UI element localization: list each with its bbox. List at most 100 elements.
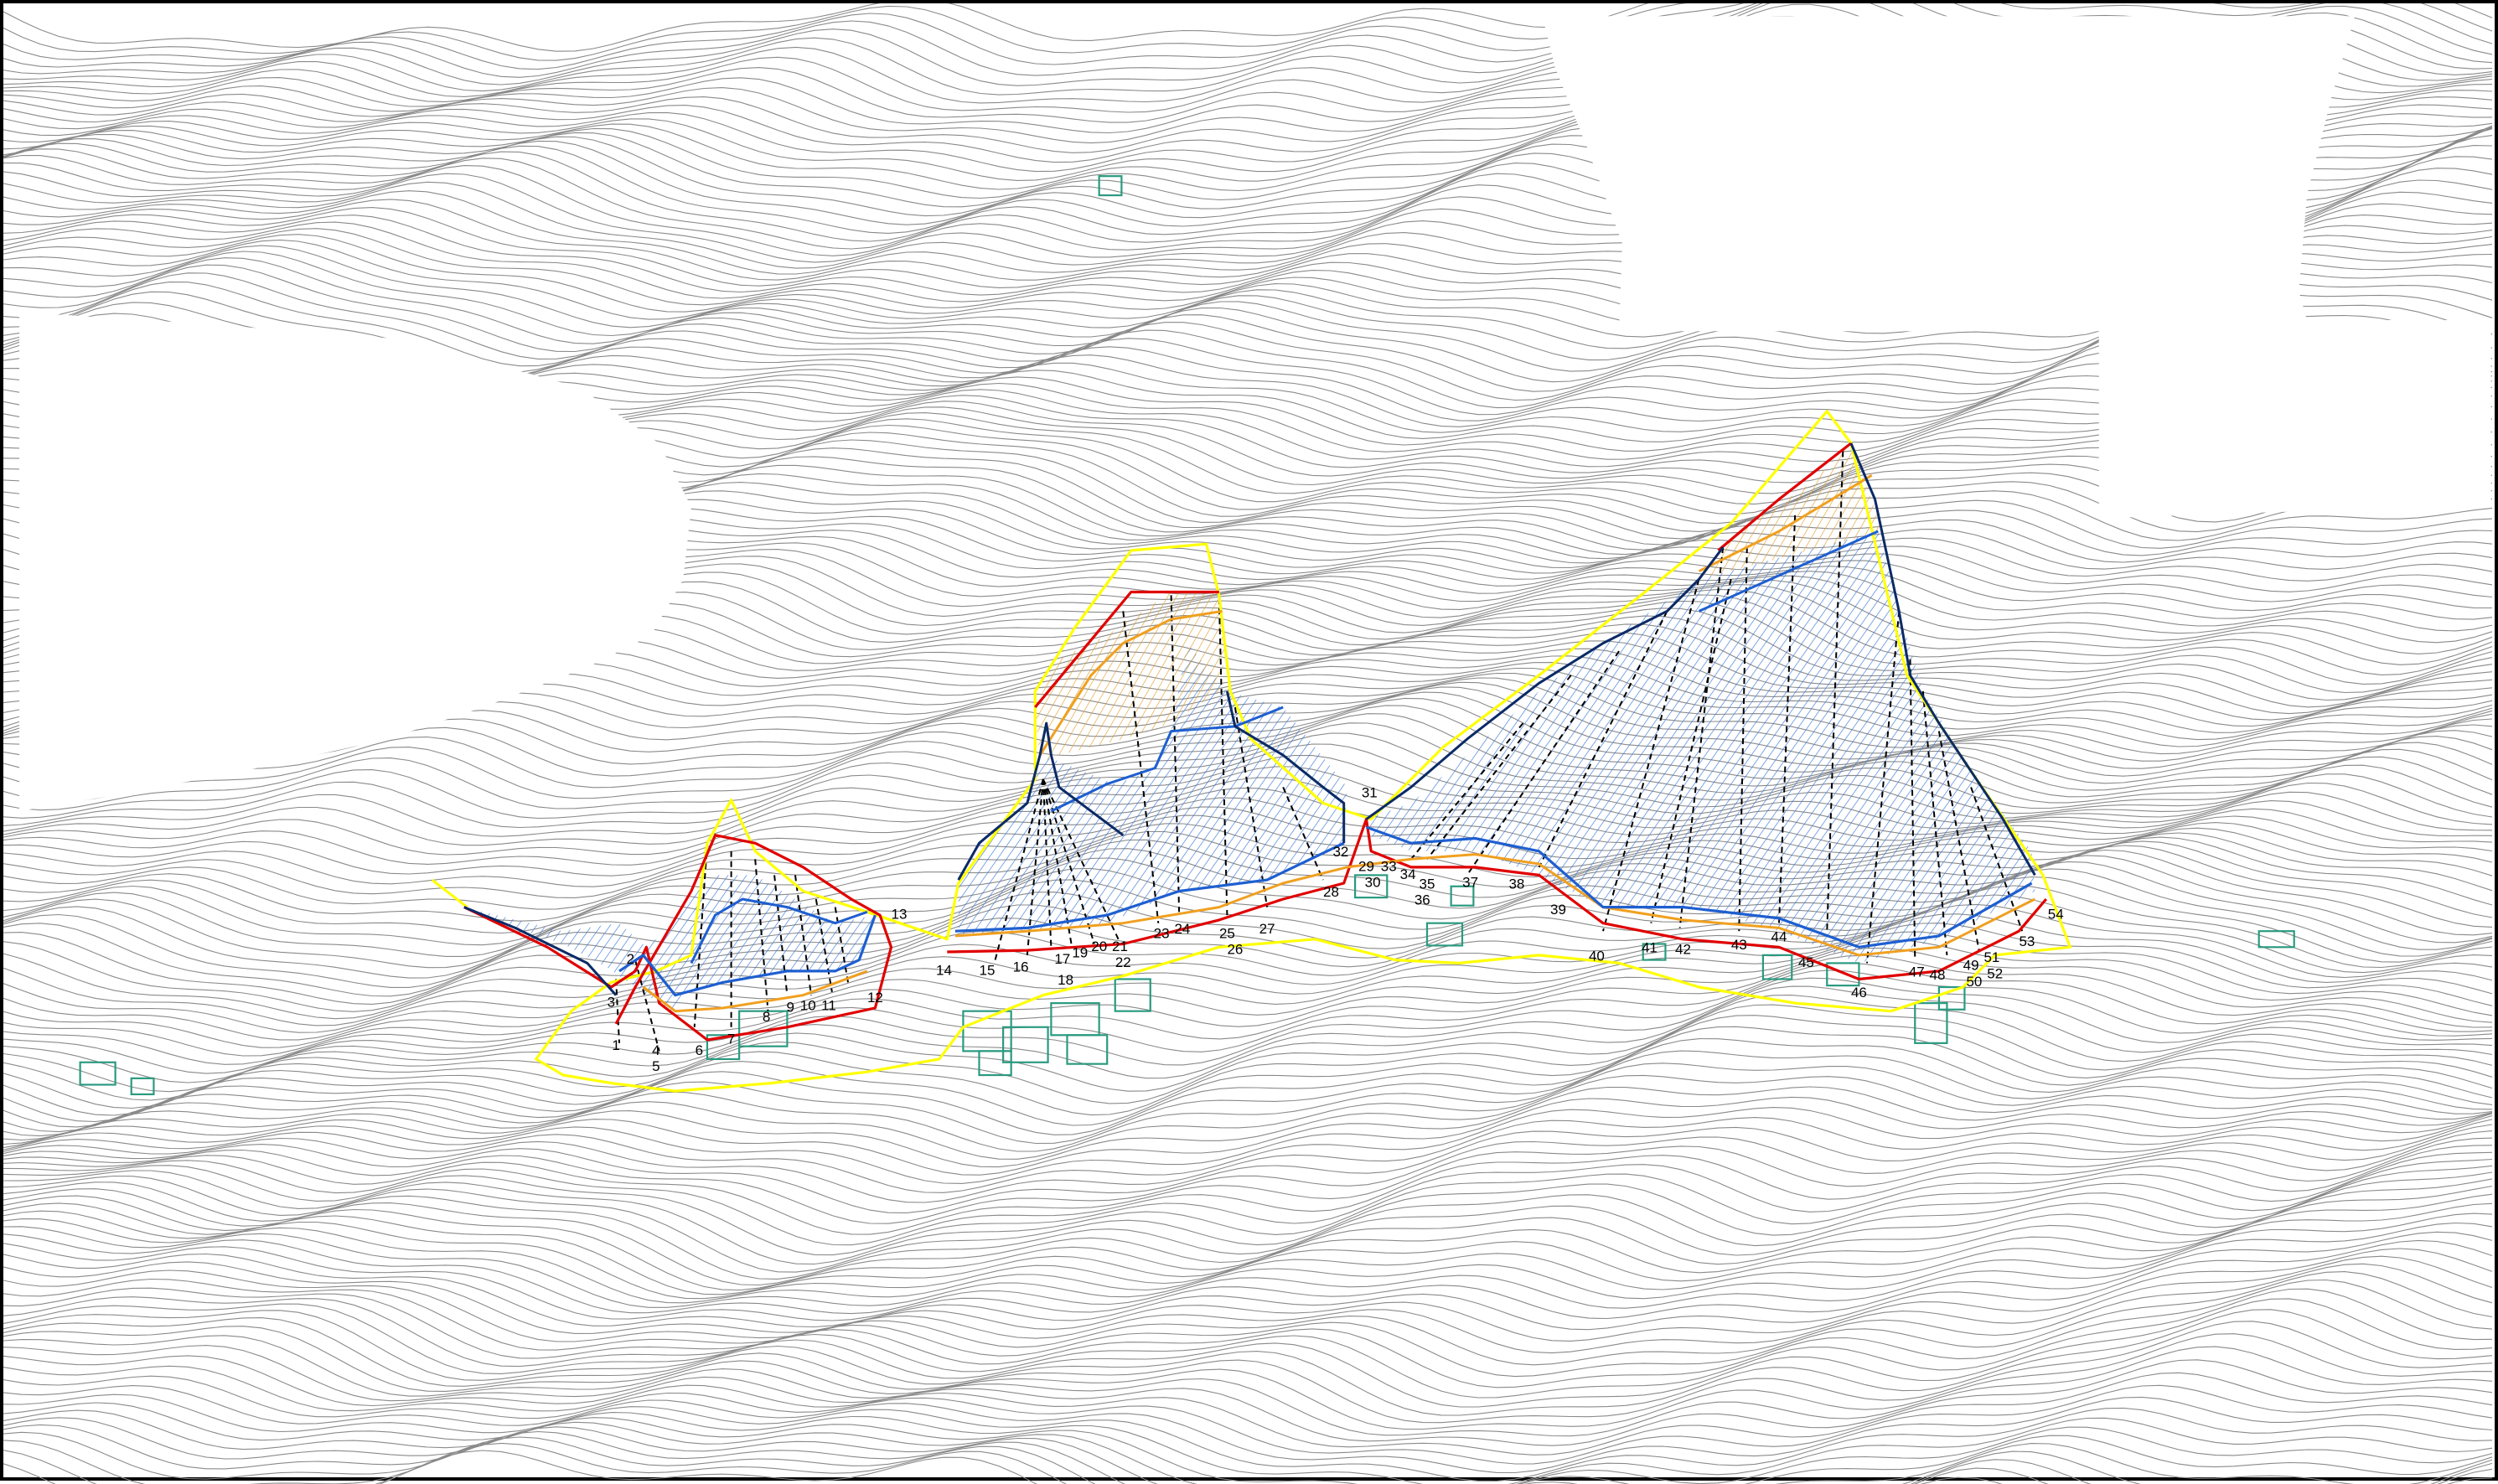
section-label: 17 bbox=[1054, 951, 1070, 967]
section-line bbox=[1602, 578, 1700, 932]
section-label: 49 bbox=[1963, 958, 1979, 974]
section-line bbox=[1170, 595, 1181, 913]
blue-boundary-line bbox=[618, 914, 877, 997]
section-label: 24 bbox=[1174, 921, 1190, 937]
section-label: 14 bbox=[936, 962, 952, 978]
section-line bbox=[815, 898, 833, 992]
orange-boundary-line bbox=[1038, 609, 1223, 757]
section-label: 34 bbox=[1400, 866, 1416, 882]
section-label: 19 bbox=[1072, 944, 1088, 960]
section-line bbox=[1937, 731, 1980, 951]
ridge-line bbox=[1225, 690, 1346, 844]
section-label: 54 bbox=[2048, 907, 2064, 923]
building bbox=[1914, 1002, 1948, 1044]
red-boundary-line bbox=[1717, 442, 1852, 552]
section-label: 43 bbox=[1731, 937, 1747, 953]
section-line bbox=[1921, 690, 1948, 955]
orange-boundary-line bbox=[1698, 473, 1873, 573]
outer-boundary-line bbox=[535, 410, 2071, 1093]
blue-boundary-line bbox=[1365, 825, 2033, 949]
section-label: 7 bbox=[727, 1031, 735, 1047]
hatched-zone bbox=[958, 643, 1347, 934]
buildings bbox=[79, 175, 2295, 1096]
section-line bbox=[1970, 787, 2024, 932]
section-label: 31 bbox=[1362, 784, 1378, 800]
building bbox=[978, 1050, 1012, 1077]
slope-hatching bbox=[463, 443, 2035, 1016]
building bbox=[1066, 1034, 1109, 1065]
section-line bbox=[1650, 578, 1732, 923]
section-label: 28 bbox=[1323, 884, 1339, 900]
blank-area-west bbox=[19, 312, 691, 811]
ridge-line bbox=[957, 721, 1125, 881]
section-label: 5 bbox=[652, 1058, 659, 1074]
section-label: 50 bbox=[1966, 974, 1982, 990]
section-label: 27 bbox=[1259, 921, 1275, 937]
section-label: 36 bbox=[1414, 892, 1430, 907]
ridge-line bbox=[463, 906, 618, 996]
section-label: 13 bbox=[892, 907, 908, 923]
building bbox=[1826, 962, 1860, 987]
building bbox=[738, 1010, 789, 1047]
section-label: 6 bbox=[696, 1042, 703, 1058]
red-boundary-line bbox=[1034, 590, 1219, 709]
section-line bbox=[1866, 611, 1901, 964]
section-label: 39 bbox=[1550, 902, 1566, 918]
section-label: 12 bbox=[867, 990, 883, 1006]
section-label: 8 bbox=[763, 1009, 770, 1025]
building bbox=[2258, 930, 2295, 949]
section-label: 41 bbox=[1642, 940, 1658, 956]
section-label: 48 bbox=[1930, 967, 1946, 983]
section-line bbox=[1738, 547, 1748, 932]
section-label: 23 bbox=[1154, 925, 1170, 941]
section-line bbox=[794, 875, 812, 995]
blue-boundary-line bbox=[954, 841, 1345, 933]
section-line bbox=[693, 843, 708, 1027]
building bbox=[1450, 885, 1475, 907]
section-line bbox=[1466, 650, 1620, 876]
ridge-line bbox=[1365, 546, 1725, 820]
section-label: 21 bbox=[1112, 938, 1128, 954]
blue-boundary-line bbox=[690, 897, 868, 964]
section-label: 10 bbox=[800, 997, 816, 1013]
outer-boundary-line bbox=[431, 878, 468, 908]
building bbox=[1354, 874, 1389, 899]
section-line bbox=[1282, 787, 1324, 881]
section-line bbox=[1042, 778, 1095, 944]
hatched-zone bbox=[463, 875, 876, 1016]
section-label: 25 bbox=[1219, 925, 1235, 941]
section-line bbox=[1678, 546, 1725, 928]
building bbox=[1425, 922, 1464, 947]
section-label: 20 bbox=[1091, 938, 1107, 954]
section-line bbox=[615, 979, 620, 1043]
section-label: 1 bbox=[612, 1037, 619, 1053]
section-line bbox=[754, 859, 769, 1011]
section-label: 30 bbox=[1365, 874, 1381, 890]
section-label: 40 bbox=[1589, 948, 1605, 964]
unmapped-areas bbox=[19, 16, 2491, 811]
section-label: 46 bbox=[1851, 985, 1867, 1001]
building bbox=[706, 1034, 741, 1061]
red-boundary-line bbox=[463, 834, 893, 1042]
section-label: 37 bbox=[1462, 874, 1478, 890]
section-label: 4 bbox=[652, 1042, 659, 1058]
section-line bbox=[1426, 675, 1572, 860]
section-lines bbox=[615, 451, 2024, 1052]
section-line bbox=[1233, 706, 1269, 907]
hatched-zone bbox=[1699, 443, 1884, 580]
section-label: 44 bbox=[1771, 928, 1787, 944]
section-label: 29 bbox=[1358, 858, 1374, 874]
section-label: 22 bbox=[1115, 954, 1131, 970]
building bbox=[130, 1077, 155, 1096]
section-label: 38 bbox=[1508, 876, 1524, 892]
building bbox=[1642, 943, 1667, 961]
building bbox=[1050, 1002, 1100, 1037]
section-label: 2 bbox=[627, 951, 634, 967]
section-line bbox=[1042, 778, 1052, 948]
red-boundary-line bbox=[947, 818, 2048, 981]
building bbox=[1114, 978, 1151, 1012]
hatched-zone bbox=[1035, 592, 1228, 763]
section-label: 26 bbox=[1227, 942, 1243, 958]
